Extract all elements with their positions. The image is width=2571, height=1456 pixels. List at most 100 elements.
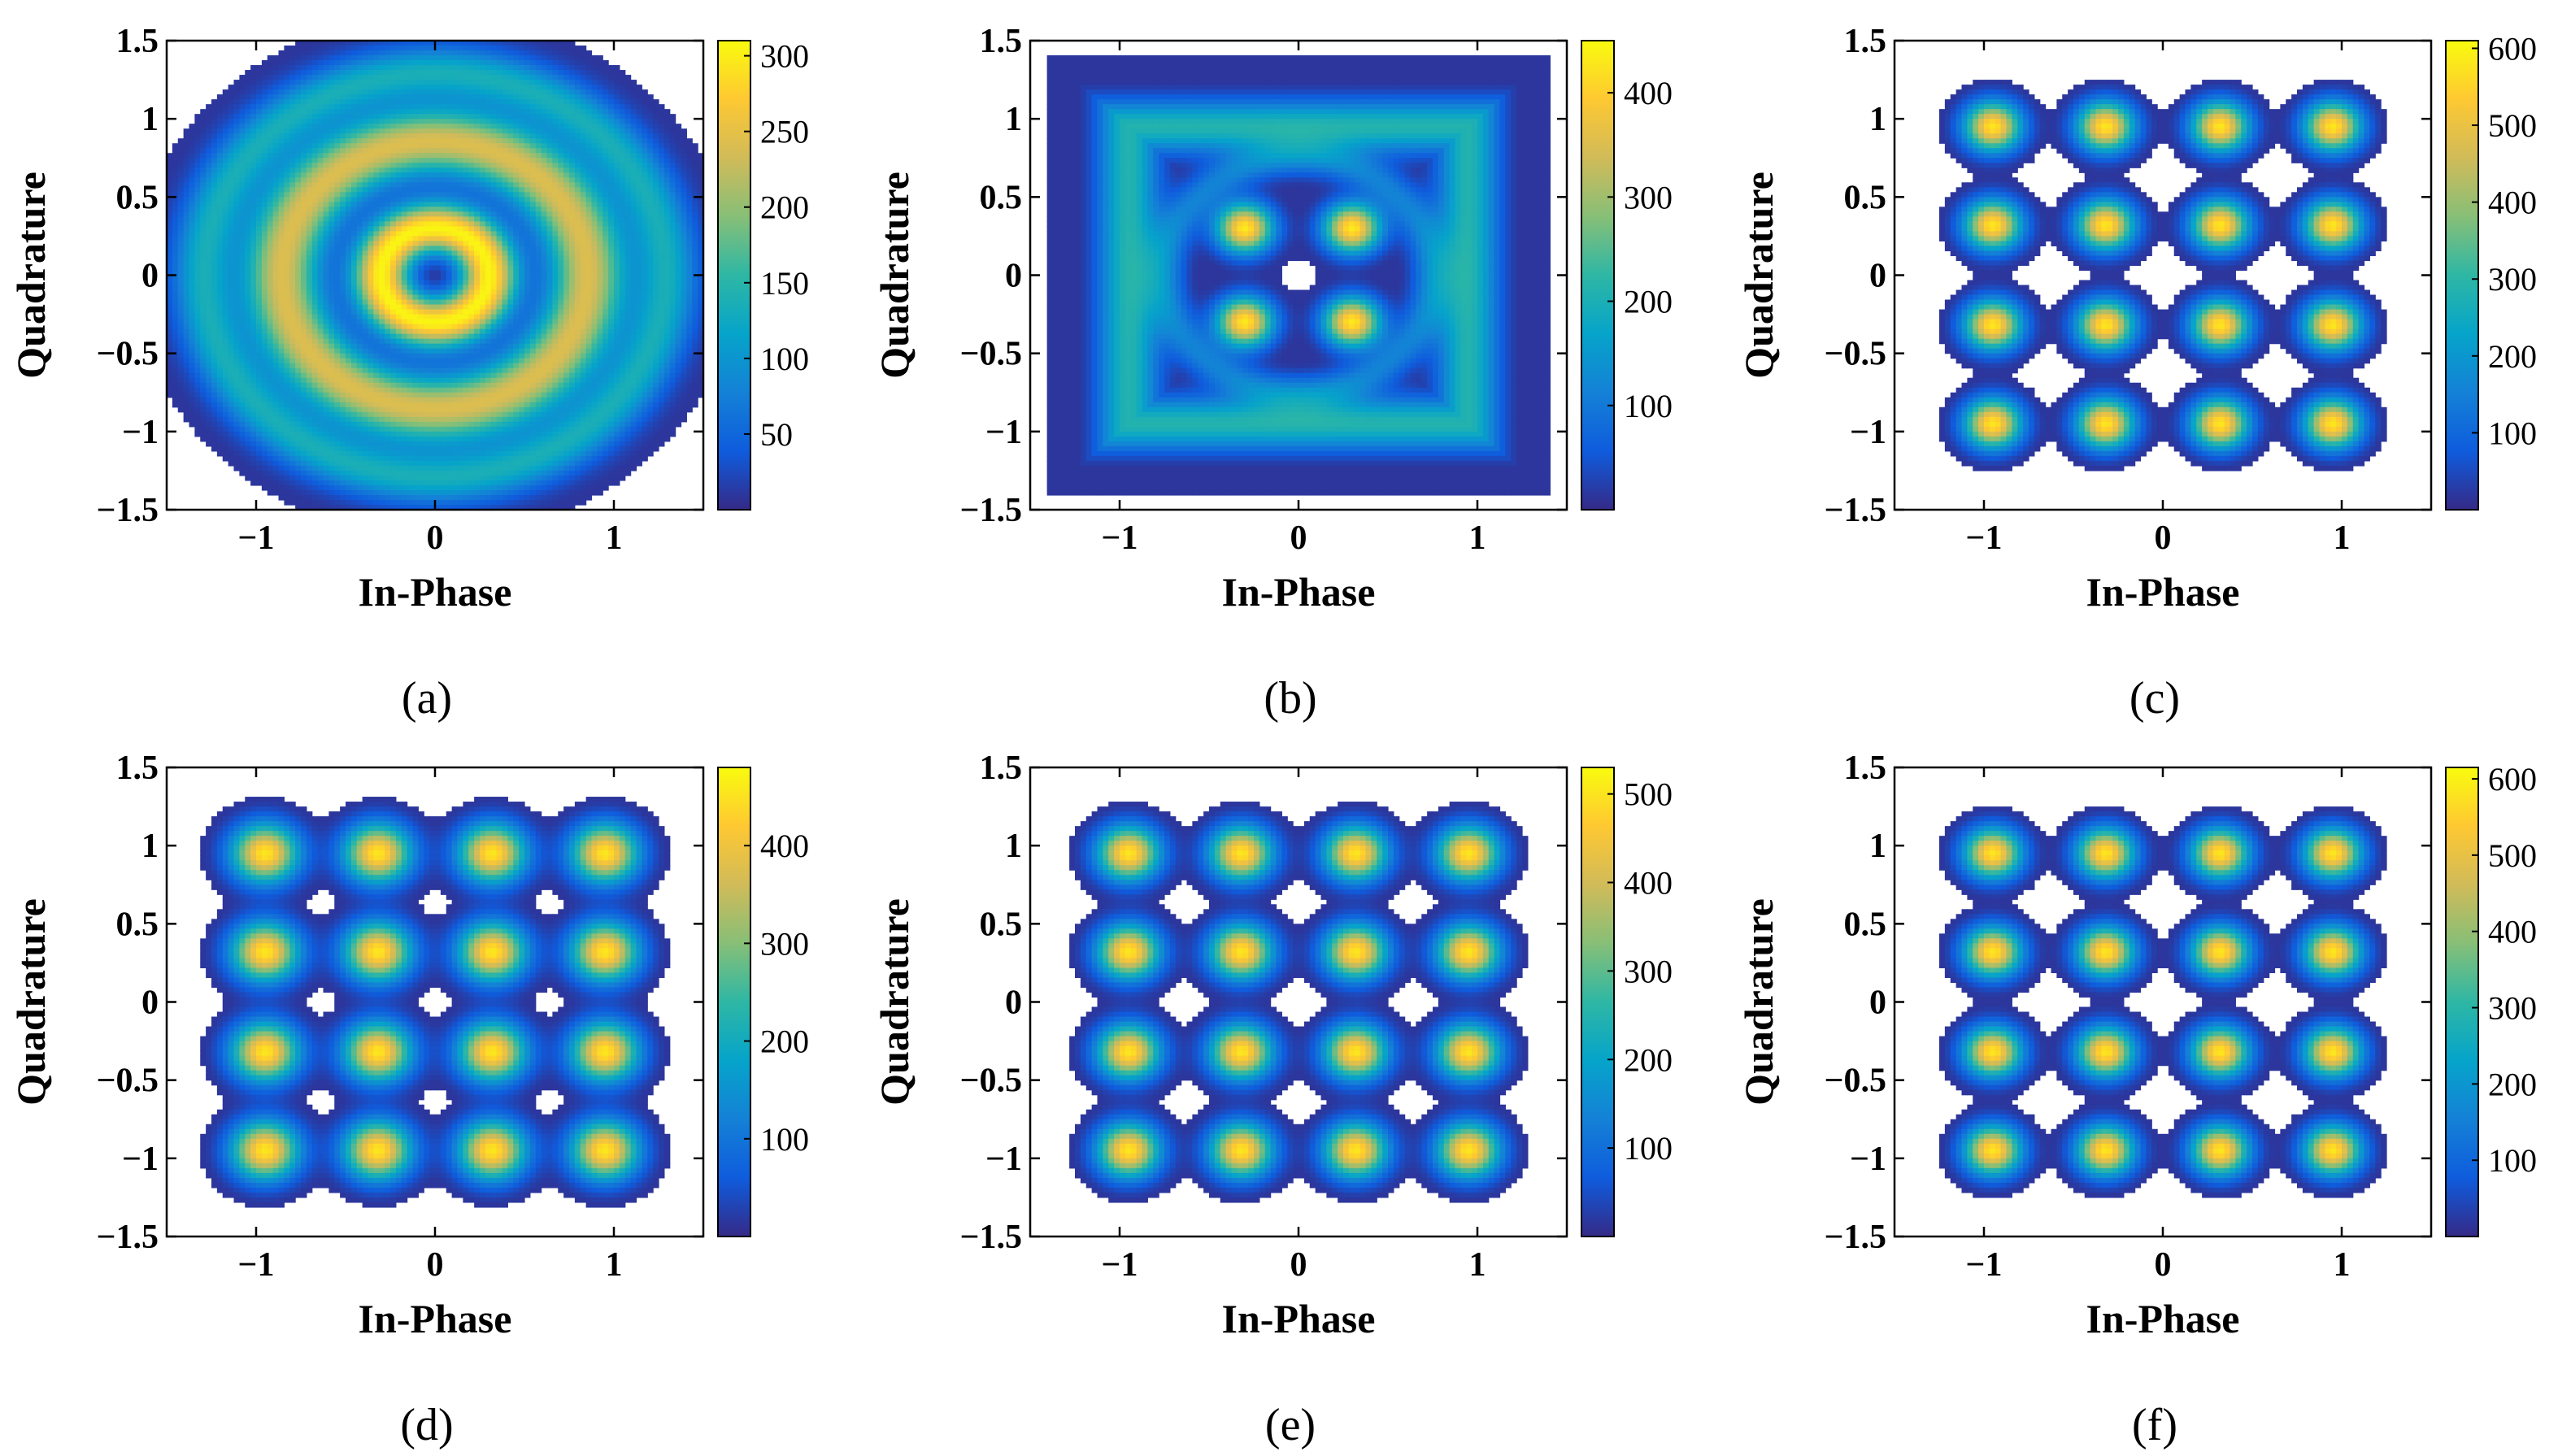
- density-cell: [184, 373, 189, 379]
- density-cell: [178, 319, 184, 325]
- density-cell: [200, 324, 206, 330]
- density-cell: [234, 241, 240, 246]
- density-cell: [217, 295, 223, 301]
- density-cell: [234, 158, 240, 163]
- density-cell: [178, 138, 184, 144]
- density-cell: [217, 290, 223, 296]
- density-cell: [234, 295, 240, 301]
- density-cell: [245, 206, 250, 212]
- density-cell: [211, 295, 217, 301]
- density-cell: [178, 163, 184, 168]
- density-cell: [178, 206, 184, 212]
- density-cell: [200, 407, 206, 413]
- density-cell: [184, 285, 189, 291]
- density-cell: [184, 197, 189, 202]
- density-cell: [211, 231, 217, 237]
- density-cell: [200, 344, 206, 350]
- density-cell: [184, 315, 189, 320]
- density-cell: [194, 359, 200, 364]
- density-cell: [217, 451, 223, 457]
- density-cell: [211, 398, 217, 403]
- density-cell: [184, 158, 189, 163]
- density-cell: [200, 412, 206, 418]
- density-cell: [200, 250, 206, 256]
- density-cell: [206, 124, 211, 129]
- density-cell: [172, 182, 178, 188]
- density-cell: [184, 388, 189, 393]
- density-cell: [239, 324, 245, 330]
- density-cell: [200, 260, 206, 266]
- density-cell: [239, 417, 245, 423]
- density-cell: [172, 388, 178, 393]
- density-cell: [239, 148, 245, 154]
- density-cell: [239, 75, 245, 80]
- density-cell: [189, 402, 195, 408]
- density-cell: [206, 246, 211, 251]
- density-cell: [189, 363, 195, 369]
- density-cell: [245, 94, 250, 100]
- density-cell: [206, 241, 211, 246]
- density-cell: [178, 211, 184, 217]
- density-cell: [184, 255, 189, 261]
- density-cell: [228, 221, 234, 227]
- density-cell: [217, 446, 223, 452]
- density-cell: [172, 260, 178, 266]
- density-cell: [239, 211, 245, 217]
- density-cell: [178, 255, 184, 261]
- density-cell: [228, 206, 234, 212]
- density-cell: [194, 241, 200, 246]
- density-cell: [189, 158, 195, 163]
- density-cell: [189, 241, 195, 246]
- density-cell: [206, 119, 211, 124]
- density-cell: [223, 422, 228, 428]
- density-cell: [178, 172, 184, 178]
- density-cell: [172, 329, 178, 335]
- density-cell: [200, 128, 206, 134]
- density-cell: [234, 461, 240, 467]
- density-cell: [211, 368, 217, 374]
- density-cell: [211, 329, 217, 335]
- density-cell: [211, 182, 217, 188]
- density-cell: [228, 85, 234, 90]
- density-cell: [184, 128, 189, 134]
- density-cell: [211, 285, 217, 291]
- density-cell: [178, 290, 184, 296]
- density-cell: [234, 231, 240, 237]
- density-cell: [172, 368, 178, 374]
- density-cell: [184, 329, 189, 335]
- density-cell: [234, 305, 240, 311]
- density-cell: [194, 172, 200, 178]
- density-cell: [211, 427, 217, 432]
- density-cell: [217, 270, 223, 276]
- density-cell: [206, 324, 211, 330]
- density-cell: [228, 315, 234, 320]
- density-cell: [228, 388, 234, 393]
- density-cell: [172, 305, 178, 311]
- density-cell: [194, 402, 200, 408]
- density-cell: [223, 451, 228, 457]
- density-cell: [228, 163, 234, 168]
- density-cell: [200, 163, 206, 168]
- density-cell: [172, 241, 178, 246]
- density-cell: [178, 363, 184, 369]
- density-cell: [184, 172, 189, 178]
- density-cell: [228, 441, 234, 447]
- density-cell: [184, 231, 189, 237]
- density-cell: [211, 359, 217, 364]
- density-cell: [239, 202, 245, 207]
- density-cell: [189, 334, 195, 340]
- density-cell: [245, 128, 250, 134]
- density-cell: [189, 182, 195, 188]
- density-cell: [189, 138, 195, 144]
- density-cell: [189, 172, 195, 178]
- density-cell: [245, 226, 250, 232]
- density-cell: [184, 241, 189, 246]
- density-cell: [239, 250, 245, 256]
- density-cell: [200, 285, 206, 291]
- density-cell: [239, 368, 245, 374]
- density-cell: [245, 197, 250, 202]
- density-cell: [228, 114, 234, 120]
- density-cell: [228, 295, 234, 301]
- density-cell: [178, 270, 184, 276]
- density-cell: [234, 388, 240, 393]
